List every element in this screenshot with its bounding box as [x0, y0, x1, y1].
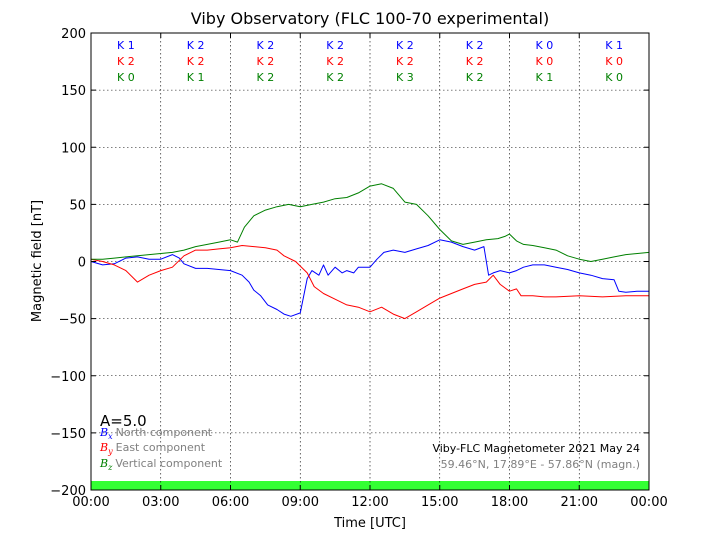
y-axis-label: Magnetic field [nT] [30, 200, 45, 322]
grid-lines [91, 33, 649, 490]
legend-entry-north: Bx North component [99, 426, 213, 441]
a-index: A=5.0 [100, 412, 147, 430]
x-tick-label: 21:00 [561, 495, 598, 510]
info-line-1: Viby-FLC Magnetometer 2021 May 24 [432, 442, 640, 455]
legend-entry-vertical: Bz Vertical component [99, 457, 223, 472]
k-index-label: K 2 [466, 39, 484, 52]
k-index-label: K 2 [326, 71, 344, 84]
legend-label-north: North component [116, 426, 213, 439]
legend-sub-east: y [107, 447, 113, 456]
legend-sub-vertical: z [107, 463, 113, 472]
y-tick-label: 100 [61, 141, 86, 156]
x-tick-label: 00:00 [72, 495, 109, 510]
x-tick-label: 00:00 [630, 495, 667, 510]
k-index-label: K 3 [396, 71, 414, 84]
y-tick-label: −100 [50, 370, 86, 385]
legend-entry-east: By East component [99, 441, 206, 456]
x-tick-label: 06:00 [212, 495, 249, 510]
legend-label-east: East component [116, 441, 206, 454]
k-index-label: K 2 [187, 39, 205, 52]
y-tick-label: 50 [69, 198, 86, 213]
series-layer [90, 183, 650, 320]
y-tick-label: −150 [50, 427, 86, 442]
k-index-label: K 2 [326, 39, 344, 52]
k-index-label: K 2 [326, 55, 344, 68]
y-tick-label: −200 [50, 484, 86, 499]
k-index-label: K 1 [536, 71, 554, 84]
k-index-label: K 1 [117, 39, 135, 52]
k-index-label: K 2 [466, 55, 484, 68]
x-tick-label: 18:00 [491, 495, 528, 510]
k-index-label: K 0 [605, 55, 623, 68]
legend-symbol-vertical: B [99, 457, 108, 470]
k-index-label: K 0 [536, 55, 554, 68]
k-index-label: K 0 [536, 39, 554, 52]
chart-title: Viby Observatory (FLC 100-70 experimenta… [191, 9, 550, 28]
x-tick-label: 15:00 [421, 495, 458, 510]
k-index-label: K 0 [117, 71, 135, 84]
series-line-1 [90, 245, 649, 320]
k-index-label: K 2 [396, 55, 414, 68]
legend-symbol-north: B [99, 426, 108, 439]
y-tick-label: −50 [59, 313, 86, 328]
k-index-label: K 2 [466, 71, 484, 84]
k-index-label: K 2 [187, 55, 205, 68]
k-index-label: K 2 [117, 55, 135, 68]
k-index-label: K 0 [605, 71, 623, 84]
k-index-label: K 1 [605, 39, 623, 52]
k-index-labels: K 1 K 2 K 2 K 2 K 2 K 2 K 0 K 1 K 2 K 2 K 2 K 2 K 2 K… [117, 39, 623, 84]
legend-symbol-east: B [99, 441, 108, 454]
k-index-label: K 2 [257, 39, 275, 52]
series-line-2 [91, 183, 650, 262]
info-line-2: 59.46°N, 17.89°E - 57.86°N (magn.) [441, 458, 640, 471]
y-tick-label: 0 [78, 256, 86, 271]
legend-sub-north: x [108, 432, 113, 441]
axis-ticks: 00:00 03:00 06:00 09:00 12:00 15:00 18:00 21:00… [50, 27, 667, 510]
x-axis-label: Time [UTC] [333, 516, 406, 531]
y-tick-label: 200 [61, 27, 86, 42]
k-index-label: K 1 [187, 71, 205, 84]
x-tick-label: 12:00 [351, 495, 388, 510]
x-tick-label: 09:00 [282, 495, 319, 510]
k-index-label: K 2 [257, 55, 275, 68]
x-tick-label: 03:00 [142, 495, 179, 510]
y-tick-label: 150 [61, 84, 86, 99]
k-index-label: K 2 [257, 71, 275, 84]
legend-label-vertical: Vertical component [115, 457, 223, 470]
series-line-0 [90, 239, 649, 317]
legend: Bx North component By East component Bz Ver… [99, 426, 223, 472]
k-index-label: K 2 [396, 39, 414, 52]
